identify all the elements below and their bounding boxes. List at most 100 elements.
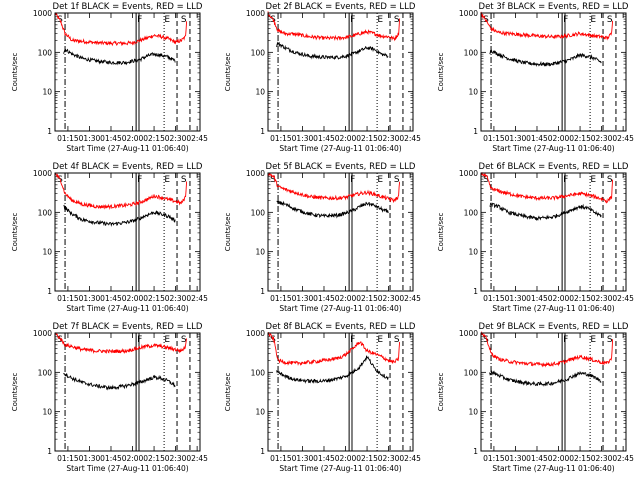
event-marker-letter: S xyxy=(607,335,613,345)
x-axis-label: Start Time (27-Aug-11 01:06:40) xyxy=(279,464,401,473)
x-axis-label: Start Time (27-Aug-11 01:06:40) xyxy=(279,144,401,153)
series-line-events xyxy=(489,370,602,387)
x-tick-label: 02:15 xyxy=(143,454,165,463)
event-marker-letter: F xyxy=(137,335,142,345)
event-marker-letter: F xyxy=(563,15,568,25)
event-marker-letter: S xyxy=(181,175,187,185)
y-tick-label: 1000 xyxy=(459,329,478,338)
event-marker-letter: F xyxy=(563,335,568,345)
x-tick-label: 01:30 xyxy=(79,134,101,143)
series-line-events xyxy=(63,204,176,227)
plot-frame xyxy=(480,332,627,452)
y-tick-label: 10 xyxy=(468,248,478,257)
x-tick-label: 01:45 xyxy=(526,454,548,463)
y-tick-label: 100 xyxy=(464,368,479,377)
series-line-events xyxy=(276,199,389,219)
event-marker-letter: F xyxy=(350,15,355,25)
x-tick-label: 02:30 xyxy=(591,294,613,303)
y-axis-label: Counts/sec xyxy=(224,213,232,252)
y-tick-label: 10 xyxy=(255,408,265,417)
event-marker-letter: S xyxy=(394,335,400,345)
panel-det-4: Det 4f BLACK = Events, RED = LLD Counts/s… xyxy=(11,162,208,313)
event-marker-letter: F xyxy=(350,335,355,345)
x-tick-label: 02:00 xyxy=(335,454,357,463)
event-marker-letter: S xyxy=(607,15,613,25)
event-marker-letter: F xyxy=(137,15,142,25)
y-tick-label: 1 xyxy=(47,287,52,296)
plot-frame xyxy=(267,172,414,292)
x-tick-label: 01:45 xyxy=(313,294,335,303)
x-tick-label: 02:45 xyxy=(399,134,421,143)
y-tick-label: 10 xyxy=(42,88,52,97)
panel-title: Det 8f BLACK = Events, RED = LLD xyxy=(266,322,416,332)
y-tick-label: 1 xyxy=(260,287,265,296)
x-tick-label: 02:15 xyxy=(569,134,591,143)
x-tick-label: 02:45 xyxy=(186,454,208,463)
x-axis-label: Start Time (27-Aug-11 01:06:40) xyxy=(492,304,614,313)
series-line-lld xyxy=(480,330,614,368)
event-marker-letter: E xyxy=(164,175,170,185)
x-tick-label: 02:30 xyxy=(591,134,613,143)
y-tick-label: 1000 xyxy=(246,9,265,18)
x-tick-label: 02:30 xyxy=(378,454,400,463)
y-tick-label: 1 xyxy=(473,287,478,296)
x-axis-label: Start Time (27-Aug-11 01:06:40) xyxy=(492,464,614,473)
y-tick-label: 10 xyxy=(468,88,478,97)
x-tick-label: 02:15 xyxy=(569,294,591,303)
event-marker-letter: S xyxy=(181,335,187,345)
panel-det-6: Det 6f BLACK = Events, RED = LLD Counts/s… xyxy=(437,162,634,313)
x-tick-label: 01:15 xyxy=(483,454,505,463)
x-axis-label: Start Time (27-Aug-11 01:06:40) xyxy=(492,144,614,153)
y-tick-label: 1000 xyxy=(33,9,52,18)
x-tick-label: 02:15 xyxy=(356,294,378,303)
x-tick-label: 02:30 xyxy=(165,294,187,303)
y-tick-label: 1 xyxy=(47,127,52,136)
y-tick-label: 1 xyxy=(473,447,478,456)
x-tick-label: 01:45 xyxy=(526,294,548,303)
plot-frame xyxy=(54,12,201,132)
y-tick-label: 1 xyxy=(260,127,265,136)
x-tick-label: 01:45 xyxy=(313,134,335,143)
x-tick-label: 01:45 xyxy=(100,134,122,143)
x-tick-label: 01:15 xyxy=(483,134,505,143)
y-tick-label: 10 xyxy=(468,408,478,417)
x-tick-label: 01:30 xyxy=(292,134,314,143)
x-tick-label: 02:00 xyxy=(122,294,144,303)
panel-title: Det 3f BLACK = Events, RED = LLD xyxy=(479,2,629,12)
series-line-events xyxy=(276,355,389,384)
panel-det-1: Det 1f BLACK = Events, RED = LLD Counts/s… xyxy=(11,2,208,153)
x-tick-label: 01:30 xyxy=(292,454,314,463)
event-marker-letter: F xyxy=(137,175,142,185)
series-line-lld xyxy=(54,12,188,47)
panel-title: Det 5f BLACK = Events, RED = LLD xyxy=(266,162,416,172)
y-tick-label: 1000 xyxy=(246,329,265,338)
y-tick-label: 1000 xyxy=(246,169,265,178)
event-marker-letter: E xyxy=(164,335,170,345)
panel-det-5: Det 5f BLACK = Events, RED = LLD Counts/s… xyxy=(224,162,421,313)
event-marker-letter: E xyxy=(377,335,383,345)
x-tick-label: 01:15 xyxy=(270,454,292,463)
y-tick-label: 100 xyxy=(464,208,479,217)
y-tick-label: 10 xyxy=(42,248,52,257)
x-tick-label: 02:15 xyxy=(356,134,378,143)
x-tick-label: 02:45 xyxy=(399,454,421,463)
x-tick-label: 02:15 xyxy=(569,454,591,463)
x-tick-label: 02:30 xyxy=(378,294,400,303)
x-tick-label: 02:45 xyxy=(186,134,208,143)
plot-frame xyxy=(54,172,201,292)
x-tick-label: 02:30 xyxy=(591,454,613,463)
y-tick-label: 100 xyxy=(251,208,266,217)
x-tick-label: 02:00 xyxy=(335,294,357,303)
y-tick-label: 100 xyxy=(464,48,479,57)
series-line-events xyxy=(63,372,176,391)
panel-title: Det 1f BLACK = Events, RED = LLD xyxy=(53,2,203,12)
y-axis-label: Counts/sec xyxy=(437,53,445,92)
series-line-events xyxy=(276,41,389,60)
x-axis-label: Start Time (27-Aug-11 01:06:40) xyxy=(279,304,401,313)
y-axis-label: Counts/sec xyxy=(437,213,445,252)
panel-det-2: Det 2f BLACK = Events, RED = LLD Counts/s… xyxy=(224,2,421,153)
y-axis-label: Counts/sec xyxy=(224,373,232,412)
plot-frame xyxy=(480,12,627,132)
panel-det-8: Det 8f BLACK = Events, RED = LLD Counts/s… xyxy=(224,322,421,473)
